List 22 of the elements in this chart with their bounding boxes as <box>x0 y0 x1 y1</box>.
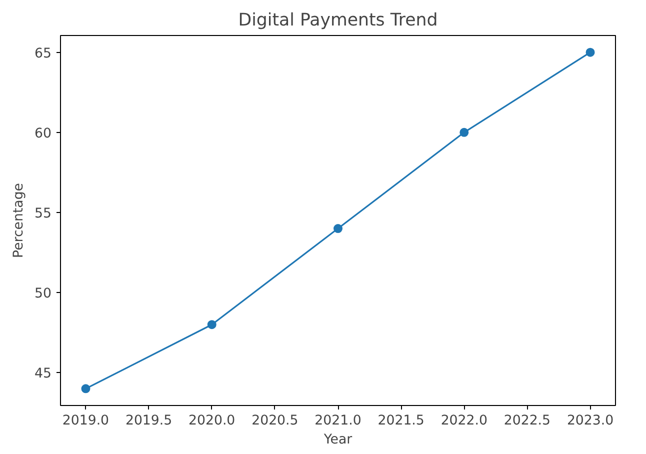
x-tick-label: 2020.5 <box>252 414 298 428</box>
point <box>334 224 342 233</box>
y-axis-title: Percentage <box>12 183 27 258</box>
point <box>586 48 595 57</box>
x-tick-label: 2022.5 <box>504 414 551 428</box>
point <box>460 128 469 137</box>
x-tick-label: 2021.0 <box>314 414 362 428</box>
y-tick-label: 65 <box>34 46 52 62</box>
y-tick-label: 50 <box>34 286 52 302</box>
y-tick-label: 60 <box>34 126 52 142</box>
y-tick-label: 55 <box>34 206 52 222</box>
x-tick-label: 2019.0 <box>62 414 110 428</box>
x-tick-label: 2019.5 <box>125 414 172 428</box>
x-tick-label: 2023.0 <box>566 414 614 428</box>
x-tick-label: 2021.5 <box>378 414 424 428</box>
y-tick-label: 45 <box>34 366 52 382</box>
x-axis-title: Year <box>322 432 353 448</box>
point <box>81 384 90 394</box>
chart-title: Digital Payments Trend <box>238 10 438 30</box>
x-tick-label: 2022.0 <box>440 414 488 428</box>
x-tick-label: 2020.0 <box>188 414 236 428</box>
point <box>207 320 216 330</box>
